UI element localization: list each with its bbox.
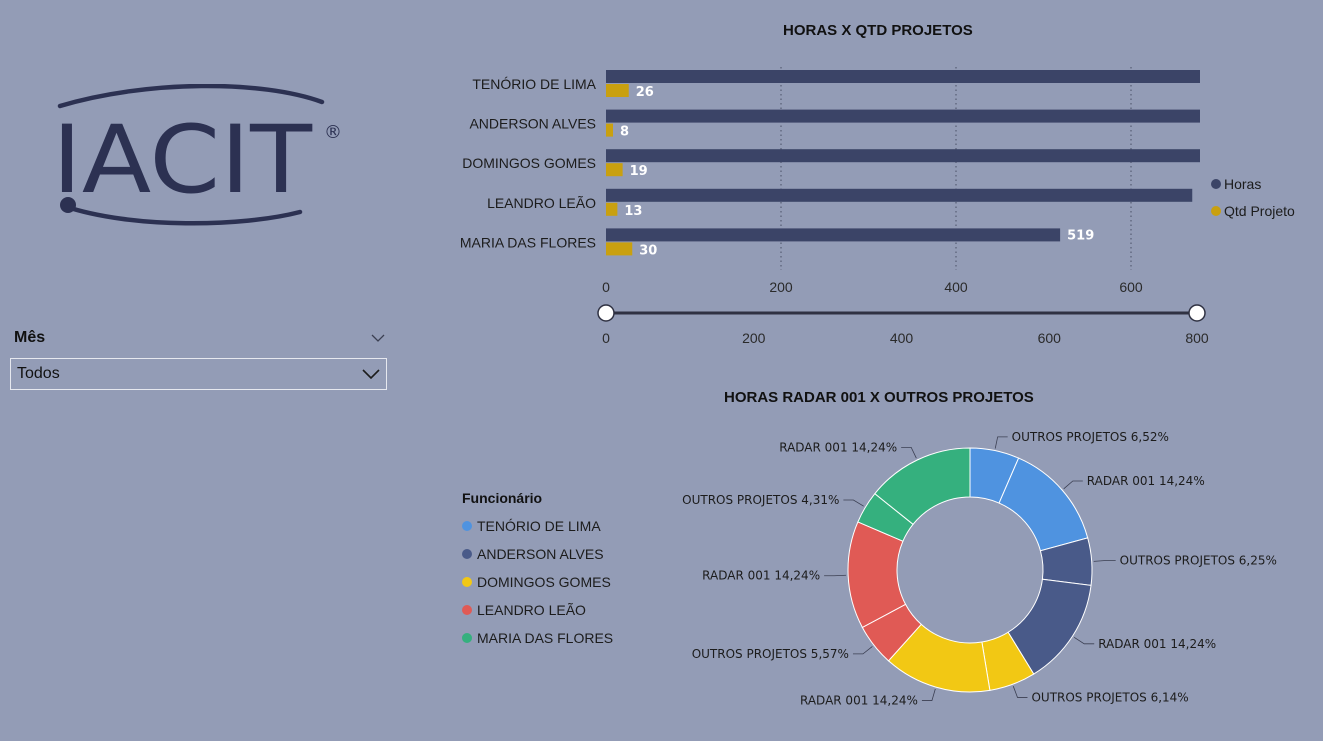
slice-label: OUTROS PROJETOS 6,52% bbox=[1012, 430, 1169, 444]
leader-line bbox=[994, 436, 1008, 449]
data-label-qtd-projeto: 30 bbox=[639, 243, 657, 258]
donut-legend: Funcionário TENÓRIO DE LIMA ANDERSON ALV… bbox=[462, 490, 613, 652]
bar-legend: Horas Qtd Projeto bbox=[1211, 170, 1295, 224]
month-dropdown-value: Todos bbox=[17, 365, 60, 382]
x-tick-label: 200 bbox=[769, 279, 793, 295]
legend-label: ANDERSON ALVES bbox=[477, 546, 604, 562]
legend-item-domingos[interactable]: DOMINGOS GOMES bbox=[462, 568, 613, 596]
bar-horas-leandro-leao bbox=[606, 188, 1193, 202]
category-label-leandro-leao: LEANDRO LEÃO bbox=[487, 195, 596, 211]
bar-chart-title: HORAS X QTD PROJETOS bbox=[783, 22, 973, 39]
data-label-qtd-projeto: 8 bbox=[620, 125, 629, 140]
slice-label: OUTROS PROJETOS 6,14% bbox=[1031, 690, 1188, 704]
legend-label-horas: Horas bbox=[1224, 175, 1262, 192]
bar-qtd-projeto-leandro-leao bbox=[606, 202, 618, 216]
x-tick-label: 0 bbox=[602, 279, 610, 295]
donut-slice-2 bbox=[998, 457, 1089, 552]
legend-label: LEANDRO LEÃO bbox=[477, 602, 586, 618]
data-label-horas: 670 bbox=[1199, 189, 1200, 204]
leader-line bbox=[824, 574, 847, 577]
leader-line bbox=[921, 688, 936, 701]
legend-item-maria[interactable]: MARIA DAS FLORES bbox=[462, 624, 613, 652]
bar-qtd-projeto-domingos-gomes bbox=[606, 163, 623, 177]
legend-dot bbox=[462, 577, 472, 587]
bar-horas-domingos-gomes bbox=[606, 149, 1200, 163]
bar-qtd-projeto-anderson-alves bbox=[606, 123, 613, 137]
bar-horas-anderson-alves bbox=[606, 109, 1200, 123]
range-slider[interactable]: 0 200 400 600 800 bbox=[580, 298, 1220, 350]
slice-label: RADAR 001 14,24% bbox=[1087, 474, 1205, 488]
slice-label: RADAR 001 14,24% bbox=[702, 569, 820, 583]
donut-chart-title: HORAS RADAR 001 X OUTROS PROJETOS bbox=[724, 389, 1034, 406]
legend-item-leandro[interactable]: LEANDRO LEÃO bbox=[462, 596, 613, 624]
bar-chart: 0200400600800TENÓRIO DE LIMA78426ANDERSO… bbox=[460, 67, 1200, 295]
slider-tick-label: 0 bbox=[602, 330, 610, 346]
legend-item-anderson[interactable]: ANDERSON ALVES bbox=[462, 540, 613, 568]
bar-horas-tenorio-de-lima bbox=[606, 70, 1200, 83]
slider-tick-label: 200 bbox=[742, 330, 766, 346]
leader-line bbox=[852, 646, 873, 655]
donut-chart: OUTROS PROJETOS 6,52% RADAR 001 14,24% OUT… bbox=[682, 430, 1277, 708]
leader-line bbox=[901, 446, 917, 459]
month-slicer-title: Mês bbox=[14, 329, 46, 346]
logo-text: IACIT bbox=[52, 106, 313, 215]
iacit-logo-graphic: IACIT ® bbox=[52, 84, 342, 226]
data-label-qtd-projeto: 26 bbox=[636, 85, 654, 100]
data-label-horas: 519 bbox=[1067, 228, 1094, 243]
chevron-down-icon bbox=[362, 369, 380, 380]
iacit-logo: IACIT ® bbox=[52, 84, 352, 229]
slider-tick-label: 600 bbox=[1038, 330, 1062, 346]
donut-legend-title: Funcionário bbox=[462, 490, 543, 506]
category-label-maria-das-flores: MARIA DAS FLORES bbox=[460, 234, 596, 250]
legend-dot bbox=[462, 549, 472, 559]
bar-qtd-projeto-tenorio-de-lima bbox=[606, 84, 629, 97]
slice-label: RADAR 001 14,24% bbox=[1098, 637, 1216, 651]
slice-label: RADAR 001 14,24% bbox=[800, 694, 918, 708]
legend-label-qtd-projeto: Qtd Projeto bbox=[1224, 202, 1295, 219]
slice-label: OUTROS PROJETOS 6,25% bbox=[1120, 554, 1277, 568]
legend-dot bbox=[462, 633, 472, 643]
registered-mark: ® bbox=[324, 122, 342, 143]
legend-label: DOMINGOS GOMES bbox=[477, 574, 611, 590]
data-label-qtd-projeto: 13 bbox=[624, 204, 642, 219]
bar-horas-maria-das-flores bbox=[606, 228, 1061, 242]
leader-line bbox=[1093, 560, 1116, 562]
leader-line bbox=[1012, 686, 1028, 698]
slice-label: OUTROS PROJETOS 4,31% bbox=[682, 493, 839, 507]
category-label-anderson-alves: ANDERSON ALVES bbox=[469, 116, 596, 132]
x-tick-label: 600 bbox=[1119, 279, 1143, 295]
x-tick-label: 400 bbox=[944, 279, 968, 295]
legend-label: TENÓRIO DE LIMA bbox=[477, 518, 601, 534]
legend-item-qtd-projeto[interactable]: Qtd Projeto bbox=[1211, 197, 1295, 224]
legend-dot bbox=[462, 605, 472, 615]
category-label-tenorio-de-lima: TENÓRIO DE LIMA bbox=[472, 76, 596, 92]
leader-line bbox=[1063, 480, 1083, 490]
legend-dot-horas bbox=[1211, 178, 1221, 189]
legend-item-horas[interactable]: Horas bbox=[1211, 170, 1295, 197]
leader-line bbox=[843, 499, 864, 507]
donut-slice-10 bbox=[874, 447, 971, 526]
slice-label: RADAR 001 14,24% bbox=[779, 440, 897, 454]
bar-qtd-projeto-maria-das-flores bbox=[606, 242, 633, 256]
data-label-qtd-projeto: 19 bbox=[630, 164, 648, 179]
slice-label: OUTROS PROJETOS 5,57% bbox=[692, 647, 849, 661]
legend-dot bbox=[462, 521, 472, 531]
legend-dot-qtd-projeto bbox=[1211, 205, 1221, 216]
chevron-down-icon[interactable] bbox=[371, 333, 385, 343]
legend-item-tenorio[interactable]: TENÓRIO DE LIMA bbox=[462, 512, 613, 540]
slider-handle-max bbox=[1188, 304, 1206, 322]
leader-line bbox=[1073, 636, 1095, 645]
legend-label: MARIA DAS FLORES bbox=[477, 630, 614, 646]
month-dropdown[interactable]: Todos bbox=[10, 358, 387, 390]
slider-tick-label: 400 bbox=[890, 330, 914, 346]
category-label-domingos-gomes: DOMINGOS GOMES bbox=[462, 155, 596, 171]
slider-handle-min bbox=[597, 304, 615, 322]
slider-tick-label: 800 bbox=[1185, 330, 1209, 346]
